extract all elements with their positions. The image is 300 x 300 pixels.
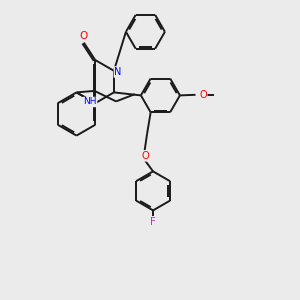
Text: O: O: [199, 90, 207, 100]
Text: F: F: [150, 217, 156, 227]
Text: O: O: [79, 31, 87, 41]
Text: O: O: [142, 151, 150, 161]
Text: N: N: [114, 67, 122, 77]
Text: NH: NH: [83, 98, 97, 106]
